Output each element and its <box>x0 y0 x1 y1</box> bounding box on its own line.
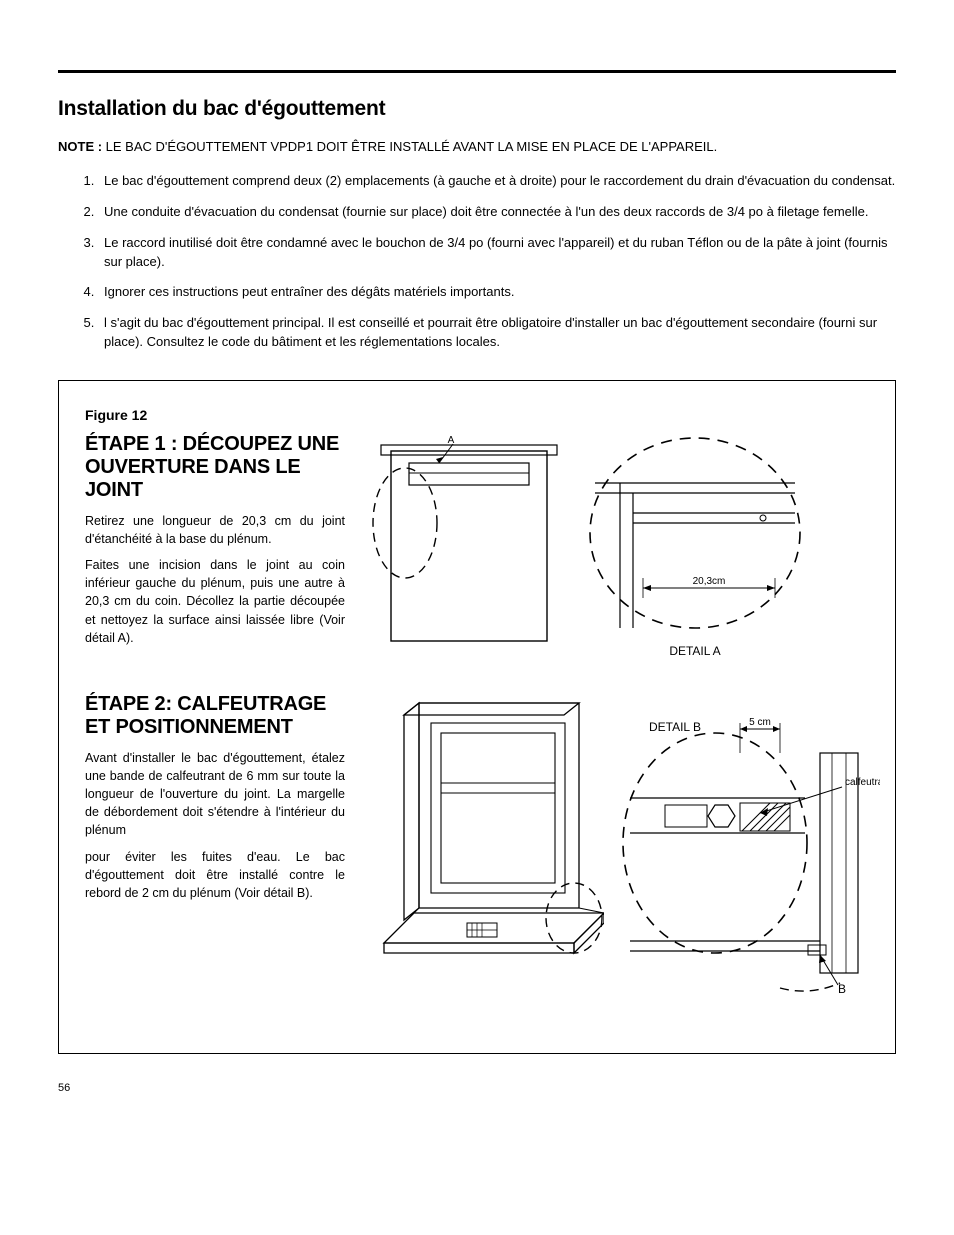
step1-main-diagram: A <box>369 433 569 643</box>
dim-20-3: 20,3cm <box>693 576 726 587</box>
callout-a: A <box>448 435 455 446</box>
step-1-row: ÉTAPE 1 : DÉCOUPEZ UNE OUVERTURE DANS LE… <box>85 433 869 663</box>
step-1-p2: Faites une incision dans le joint au coi… <box>85 556 345 647</box>
note-label: NOTE : <box>58 139 102 154</box>
dim-5cm: 5 cm <box>749 717 771 728</box>
instructions-list: Le bac d'égouttement comprend deux (2) e… <box>58 172 896 352</box>
step-2-title: ÉTAPE 2: CALFEUTRAGE ET POSITIONNEMENT <box>85 693 345 739</box>
step-1-text: ÉTAPE 1 : DÉCOUPEZ UNE OUVERTURE DANS LE… <box>85 433 345 655</box>
step-2-p1: Avant d'installer le bac d'égouttement, … <box>85 749 345 840</box>
detail-a-label: DETAIL A <box>669 644 720 658</box>
step-2-p2: pour éviter les fuites d'eau. Le bac d'é… <box>85 848 345 902</box>
list-item: l s'agit du bac d'égouttement principal.… <box>98 314 896 352</box>
step-1-title: ÉTAPE 1 : DÉCOUPEZ UNE OUVERTURE DANS LE… <box>85 433 345 502</box>
list-item: Ignorer ces instructions peut entraîner … <box>98 283 896 302</box>
figure-box: Figure 12 ÉTAPE 1 : DÉCOUPEZ UNE OUVERTU… <box>58 380 896 1054</box>
figure-label: Figure 12 <box>85 407 869 423</box>
list-item: Le bac d'égouttement comprend deux (2) e… <box>98 172 896 191</box>
page-number: 56 <box>58 1082 896 1094</box>
step2-detail-b: DETAIL B 5 cm calfeutrant <box>620 693 880 1013</box>
note-text: LE BAC D'ÉGOUTTEMENT VPDP1 DOIT ÊTRE INS… <box>102 139 717 154</box>
caulk-label: calfeutrant <box>845 777 880 788</box>
step1-detail-a: 20,3cm DETAIL A <box>585 433 805 663</box>
step-2-row: ÉTAPE 2: CALFEUTRAGE ET POSITIONNEMENT A… <box>85 693 869 1013</box>
step-2-text: ÉTAPE 2: CALFEUTRAGE ET POSITIONNEMENT A… <box>85 693 345 910</box>
list-item: Le raccord inutilisé doit être condamné … <box>98 234 896 272</box>
page-title: Installation du bac d'égouttement <box>58 97 896 121</box>
note-line: NOTE : LE BAC D'ÉGOUTTEMENT VPDP1 DOIT Ê… <box>58 139 896 154</box>
step-2-diagrams: DETAIL B 5 cm calfeutrant <box>369 693 880 1013</box>
step-1-p1: Retirez une longueur de 20,3 cm du joint… <box>85 512 345 548</box>
detail-b-label: DETAIL B <box>649 720 701 734</box>
step2-iso-diagram <box>369 693 604 1013</box>
list-item: Une conduite d'évacuation du condensat (… <box>98 203 896 222</box>
top-rule <box>58 70 896 73</box>
step-1-diagrams: A <box>369 433 869 663</box>
